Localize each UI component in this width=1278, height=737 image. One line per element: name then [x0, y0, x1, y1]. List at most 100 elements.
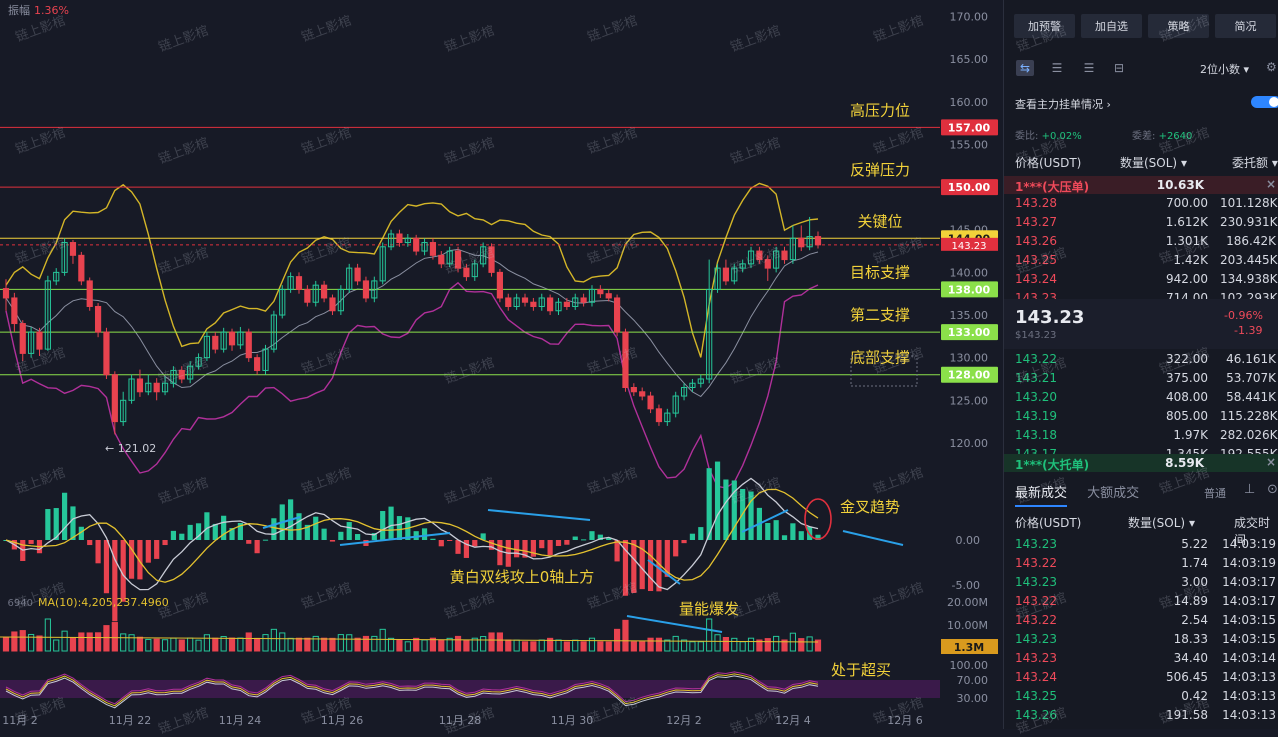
annotation-box [850, 355, 918, 387]
trend-arrow [842, 530, 904, 546]
volume-bar [321, 637, 328, 652]
row-qty: 5.22 [1181, 537, 1208, 551]
volume-bar [480, 636, 487, 652]
macd-histogram-bar [271, 518, 277, 540]
y-tick-label: 140.00 [950, 266, 989, 279]
candle-body [78, 254, 85, 282]
pending-orders-link[interactable]: 查看主力挂单情况 › [1015, 98, 1111, 111]
normal-filter[interactable]: 普通 [1204, 487, 1226, 500]
trend-arrow [339, 532, 451, 546]
chart-area[interactable]: 170.00165.00160.00155.00150.00145.00140.… [0, 0, 1003, 729]
bid-row[interactable]: 143.19 805.00 115.228K [1004, 407, 1278, 426]
macd-histogram-bar [555, 540, 562, 546]
ask-row[interactable]: 143.28 700.00 101.128K [1004, 194, 1278, 213]
decimals-select[interactable]: 2位小数 ▾ [1200, 63, 1250, 76]
trade-qty-header[interactable]: 数量(SOL) ▾ [1128, 516, 1195, 530]
macd-histogram-bar [128, 540, 135, 579]
macd-histogram-bar [815, 534, 821, 540]
overview-button[interactable]: 简况 [1215, 14, 1276, 38]
col-total-header[interactable]: 委托额 ▾ [1232, 156, 1278, 170]
row-value: 14:03:13 [1222, 689, 1276, 703]
close-icon[interactable]: × [1266, 455, 1277, 469]
big-ask-bar[interactable]: 1***(大压单) 10.63K × [1004, 176, 1278, 194]
candle-body [756, 250, 763, 261]
asks-only-icon[interactable]: ☰ [1083, 61, 1095, 75]
trade-row[interactable]: 143.24 506.45 14:03:13 [1004, 668, 1278, 687]
big-bid-bar[interactable]: 1***(大托单) 8.59K × [1004, 454, 1278, 472]
row-price: 143.26 [1015, 234, 1057, 248]
trade-row[interactable]: 143.23 34.40 14:03:14 [1004, 649, 1278, 668]
row-value: 203.445K [1220, 253, 1278, 267]
macd-histogram-bar [103, 540, 110, 594]
ask-row[interactable]: 143.24 942.00 134.938K [1004, 270, 1278, 289]
row-price: 143.22 [1015, 613, 1057, 627]
rsi-line-1 [5, 673, 819, 707]
trade-row[interactable]: 143.22 2.54 14:03:15 [1004, 611, 1278, 630]
row-value: 14:03:13 [1222, 670, 1276, 684]
x-tick-label: 11月 26 [321, 714, 364, 727]
volume-bar [613, 628, 621, 652]
macd-histogram-bar [472, 540, 478, 547]
bid-row[interactable]: 143.22 322.00 46.161K [1004, 350, 1278, 369]
y-tick-label: 165.00 [950, 53, 989, 66]
candle-body [2, 288, 10, 299]
candle-body [647, 395, 654, 410]
weibi: 委比: +0.02% [1015, 131, 1082, 142]
filter-icon[interactable]: ⊥ [1244, 482, 1256, 497]
candle-body [471, 263, 478, 278]
both-sides-icon[interactable]: ⇆ [1016, 60, 1034, 76]
trade-row[interactable]: 143.26 191.58 14:03:13 [1004, 706, 1278, 725]
macd-histogram-bar [614, 540, 620, 562]
gear-icon[interactable]: ⚙ [1266, 60, 1277, 74]
macd-histogram-bar [731, 480, 737, 540]
ask-row[interactable]: 143.25 1.42K 203.445K [1004, 251, 1278, 270]
strategy-button[interactable]: 策略 [1148, 14, 1209, 38]
volume-bar [153, 638, 160, 652]
candle-body [521, 297, 529, 303]
bid-row[interactable]: 143.21 375.00 53.707K [1004, 369, 1278, 388]
tab-latest-trades[interactable]: 最新成交 [1015, 486, 1068, 507]
trade-row[interactable]: 143.25 0.42 14:03:13 [1004, 687, 1278, 706]
macd-histogram-bar [120, 540, 126, 602]
trade-row[interactable]: 143.23 18.33 14:03:15 [1004, 630, 1278, 649]
settings-icon[interactable]: ⊙ [1267, 482, 1278, 497]
volume-bar [722, 637, 730, 652]
trade-row[interactable]: 143.22 1.74 14:03:19 [1004, 554, 1278, 573]
bid-row[interactable]: 143.18 1.97K 282.026K [1004, 426, 1278, 445]
close-icon[interactable]: × [1266, 177, 1277, 191]
col-qty-header[interactable]: 数量(SOL) ▾ [1120, 156, 1187, 170]
row-qty: 942.00 [1166, 272, 1208, 286]
macd-tick: 0.00 [956, 534, 981, 547]
candle-body [195, 357, 202, 367]
candle-body [588, 288, 596, 303]
candle-body [354, 267, 361, 282]
bid-row[interactable]: 143.20 408.00 58.441K [1004, 388, 1278, 407]
volume-prefix: 6940 [8, 598, 33, 609]
macd-histogram-bar [170, 530, 177, 540]
layout-icon[interactable]: ⊟ [1113, 61, 1125, 75]
ask-row[interactable]: 143.27 1.612K 230.931K [1004, 213, 1278, 232]
volume-bar [438, 639, 445, 652]
pending-orders-toggle[interactable] [1251, 96, 1278, 108]
trade-row[interactable]: 143.23 3.00 14:03:17 [1004, 573, 1278, 592]
mid-price-block: 143.23 $143.23 -0.96% -1.39 [1004, 299, 1278, 349]
trend-arrow [262, 516, 301, 529]
ask-row[interactable]: 143.26 1.301K 186.42K [1004, 232, 1278, 251]
row-value: 14:03:15 [1222, 613, 1276, 627]
trade-row[interactable]: 143.22 14.89 14:03:17 [1004, 592, 1278, 611]
volume-bar [36, 635, 43, 652]
macd-tick: -5.00 [952, 579, 980, 592]
row-value: 14:03:17 [1222, 575, 1276, 589]
trend-arrow [626, 615, 723, 633]
candle-body [505, 297, 512, 307]
alert-button[interactable]: 加预警 [1014, 14, 1075, 38]
watchlist-button[interactable]: 加自选 [1081, 14, 1142, 38]
candle-body [781, 250, 788, 261]
bids-only-icon[interactable]: ☰ [1051, 61, 1063, 75]
candle-body [664, 412, 671, 423]
trade-row[interactable]: 143.23 5.22 14:03:19 [1004, 535, 1278, 554]
row-price: 143.23 [1015, 651, 1057, 665]
tab-large-trades[interactable]: 大额成交 [1087, 486, 1140, 501]
price-chart[interactable]: 170.00165.00160.00155.00150.00145.00140.… [0, 0, 1003, 729]
trade-tabs: 最新成交 大额成交 [1015, 482, 1155, 507]
